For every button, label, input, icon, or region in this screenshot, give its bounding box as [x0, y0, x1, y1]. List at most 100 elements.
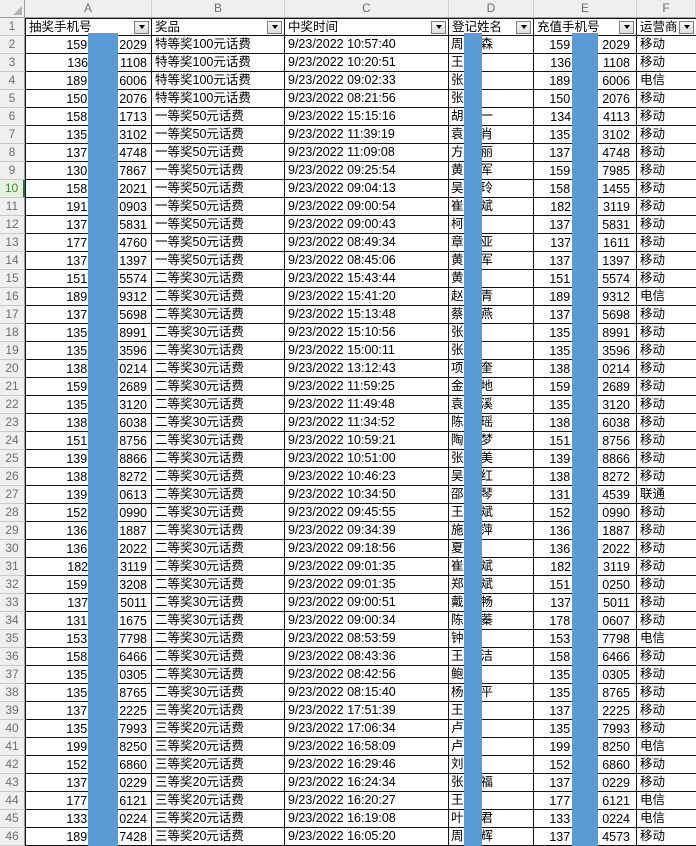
cell-win-time[interactable]: 9/23/2022 09:00:34	[285, 612, 449, 630]
cell-carrier[interactable]: 移动	[637, 54, 696, 72]
cell-registered-name[interactable]: 柯	[449, 216, 534, 234]
row-header-11[interactable]: 11	[0, 198, 25, 216]
cell-prize[interactable]: 二等奖30元话费	[152, 360, 285, 378]
cell-prize[interactable]: 三等奖20元话费	[152, 792, 285, 810]
cell-registered-name[interactable]: 鲍	[449, 666, 534, 684]
cell-registered-name[interactable]: 张	[449, 90, 534, 108]
cell-prize[interactable]: 三等奖20元话费	[152, 810, 285, 828]
row-header-42[interactable]: 42	[0, 756, 25, 774]
cell-registered-name[interactable]: 施萍	[449, 522, 534, 540]
cell-registered-name[interactable]: 王	[449, 702, 534, 720]
cell-registered-name[interactable]: 王	[449, 792, 534, 810]
row-header-5[interactable]: 5	[0, 90, 25, 108]
cell-carrier[interactable]: 移动	[637, 522, 696, 540]
cell-win-time[interactable]: 9/23/2022 17:51:39	[285, 702, 449, 720]
column-header-b[interactable]: B	[152, 0, 285, 18]
cell-carrier[interactable]: 移动	[637, 702, 696, 720]
row-header-18[interactable]: 18	[0, 324, 25, 342]
cell-win-time[interactable]: 9/23/2022 10:46:23	[285, 468, 449, 486]
cell-prize[interactable]: 一等奖50元话费	[152, 234, 285, 252]
header-cell-d[interactable]: 登记姓名	[449, 18, 534, 36]
cell-carrier[interactable]: 电信	[637, 810, 696, 828]
cell-prize[interactable]: 二等奖30元话费	[152, 504, 285, 522]
row-header-23[interactable]: 23	[0, 414, 25, 432]
cell-registered-name[interactable]: 吴玲	[449, 180, 534, 198]
cell-win-time[interactable]: 9/23/2022 09:00:43	[285, 216, 449, 234]
cell-registered-name[interactable]: 卢	[449, 720, 534, 738]
column-header-c[interactable]: C	[285, 0, 449, 18]
cell-win-time[interactable]: 9/23/2022 10:51:00	[285, 450, 449, 468]
cell-prize[interactable]: 二等奖30元话费	[152, 522, 285, 540]
cell-registered-name[interactable]: 王斌	[449, 504, 534, 522]
cell-carrier[interactable]: 移动	[637, 378, 696, 396]
cell-win-time[interactable]: 9/23/2022 08:43:36	[285, 648, 449, 666]
row-header-25[interactable]: 25	[0, 450, 25, 468]
cell-carrier[interactable]: 电信	[637, 738, 696, 756]
cell-win-time[interactable]: 9/23/2022 08:15:40	[285, 684, 449, 702]
cell-carrier[interactable]: 移动	[637, 360, 696, 378]
cell-registered-name[interactable]: 项奎	[449, 360, 534, 378]
row-header-22[interactable]: 22	[0, 396, 25, 414]
cell-win-time[interactable]: 9/23/2022 15:10:56	[285, 324, 449, 342]
cell-prize[interactable]: 一等奖50元话费	[152, 162, 285, 180]
column-header-d[interactable]: D	[449, 0, 534, 18]
row-header-37[interactable]: 37	[0, 666, 25, 684]
cell-win-time[interactable]: 9/23/2022 09:00:51	[285, 594, 449, 612]
cell-win-time[interactable]: 9/23/2022 09:00:54	[285, 198, 449, 216]
cell-prize[interactable]: 二等奖30元话费	[152, 576, 285, 594]
cell-registered-name[interactable]: 方丽	[449, 144, 534, 162]
cell-carrier[interactable]: 移动	[637, 594, 696, 612]
row-header-19[interactable]: 19	[0, 342, 25, 360]
cell-prize[interactable]: 一等奖50元话费	[152, 108, 285, 126]
row-header-33[interactable]: 33	[0, 594, 25, 612]
cell-win-time[interactable]: 9/23/2022 16:19:08	[285, 810, 449, 828]
cell-carrier[interactable]: 移动	[637, 504, 696, 522]
cell-registered-name[interactable]: 黄	[449, 270, 534, 288]
cell-registered-name[interactable]: 王洁	[449, 648, 534, 666]
cell-win-time[interactable]: 9/23/2022 16:29:46	[285, 756, 449, 774]
cell-prize[interactable]: 二等奖30元话费	[152, 486, 285, 504]
row-header-36[interactable]: 36	[0, 648, 25, 666]
filter-button-c[interactable]	[431, 20, 446, 34]
cell-prize[interactable]: 特等奖100元话费	[152, 72, 285, 90]
cell-carrier[interactable]: 移动	[637, 828, 696, 846]
cell-registered-name[interactable]: 蔡燕	[449, 306, 534, 324]
cell-registered-name[interactable]: 崔斌	[449, 198, 534, 216]
cell-win-time[interactable]: 9/23/2022 08:49:34	[285, 234, 449, 252]
cell-prize[interactable]: 二等奖30元话费	[152, 396, 285, 414]
filter-button-e[interactable]	[619, 20, 634, 34]
cell-win-time[interactable]: 9/23/2022 11:34:52	[285, 414, 449, 432]
cell-win-time[interactable]: 9/23/2022 08:45:06	[285, 252, 449, 270]
cell-carrier[interactable]: 移动	[637, 216, 696, 234]
cell-carrier[interactable]: 移动	[637, 162, 696, 180]
row-header-14[interactable]: 14	[0, 252, 25, 270]
cell-carrier[interactable]: 移动	[637, 36, 696, 54]
cell-prize[interactable]: 二等奖30元话费	[152, 558, 285, 576]
filter-button-a[interactable]	[134, 20, 149, 34]
cell-registered-name[interactable]: 周辉	[449, 828, 534, 846]
cell-win-time[interactable]: 9/23/2022 15:00:11	[285, 342, 449, 360]
row-header-2[interactable]: 2	[0, 36, 25, 54]
cell-carrier[interactable]: 移动	[637, 774, 696, 792]
cell-win-time[interactable]: 9/23/2022 15:43:44	[285, 270, 449, 288]
row-header-30[interactable]: 30	[0, 540, 25, 558]
cell-registered-name[interactable]: 张福	[449, 774, 534, 792]
row-header-46[interactable]: 46	[0, 828, 25, 846]
cell-prize[interactable]: 一等奖50元话费	[152, 180, 285, 198]
cell-carrier[interactable]: 移动	[637, 576, 696, 594]
header-cell-f[interactable]: 运营商	[637, 18, 696, 36]
cell-prize[interactable]: 二等奖30元话费	[152, 306, 285, 324]
row-header-32[interactable]: 32	[0, 576, 25, 594]
cell-registered-name[interactable]: 崔斌	[449, 558, 534, 576]
row-header-26[interactable]: 26	[0, 468, 25, 486]
cell-carrier[interactable]: 电信	[637, 792, 696, 810]
cell-win-time[interactable]: 9/23/2022 17:06:34	[285, 720, 449, 738]
cell-registered-name[interactable]: 吴红	[449, 468, 534, 486]
cell-carrier[interactable]: 移动	[637, 666, 696, 684]
cell-carrier[interactable]: 移动	[637, 612, 696, 630]
cell-carrier[interactable]: 电信	[637, 630, 696, 648]
cell-win-time[interactable]: 9/23/2022 09:01:35	[285, 558, 449, 576]
cell-registered-name[interactable]: 周森	[449, 36, 534, 54]
cell-prize[interactable]: 二等奖30元话费	[152, 666, 285, 684]
row-header-28[interactable]: 28	[0, 504, 25, 522]
